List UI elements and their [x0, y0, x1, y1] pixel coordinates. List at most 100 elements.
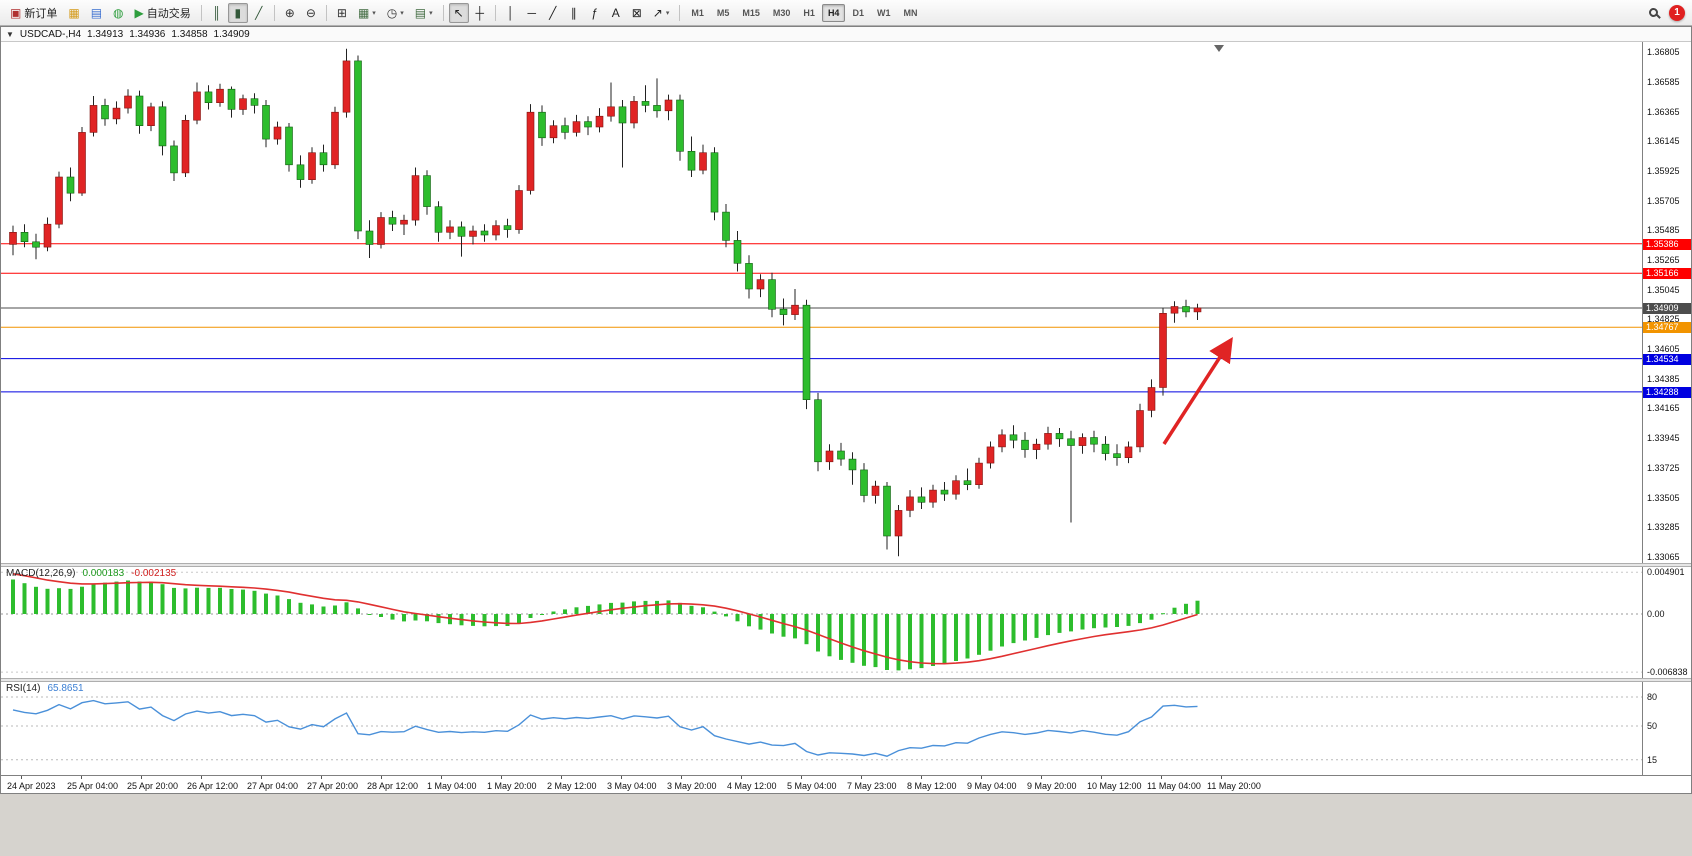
tile-windows-button[interactable]: ⊞ — [332, 3, 352, 23]
data-window-button[interactable]: ▤ — [86, 3, 107, 23]
bar-chart-icon: ║ — [212, 5, 221, 20]
ohlc-close: 1.34909 — [213, 28, 250, 40]
tile-windows-icon: ⊞ — [336, 5, 347, 20]
ohlc-low: 1.34858 — [171, 28, 208, 40]
price-axis-label: 1.33285 — [1647, 522, 1680, 532]
main-toolbar: ▣ 新订单 ▦ ▤ ◍ ▶ 自动交易 ║ ▮ ╱ ⊕ ⊖ ⊞ ▦ ▾ ◷ ▾ ▤ ▾ ↖ ┼ │ ─ ╱ ∥ ƒ A ⊠ ↗ ▾ M1 M5 M… — [0, 0, 1692, 26]
candlestick-chart-button[interactable]: ▮ — [227, 2, 248, 23]
timeframe-m1-button[interactable]: M1 — [691, 7, 704, 18]
trend-arrow — [1162, 337, 1233, 445]
macd-axis-label: 0.00 — [1647, 609, 1665, 619]
timeframe-d1-button[interactable]: D1 — [852, 7, 864, 18]
arrows-button[interactable]: ↗ ▾ — [648, 3, 675, 23]
collapse-triangle-icon[interactable]: ▼ — [6, 29, 14, 39]
crosshair-button[interactable]: ┼ — [470, 3, 490, 23]
templates-button[interactable]: ▤ ▾ — [410, 3, 438, 23]
rsi-chart[interactable] — [1, 682, 1642, 775]
navigator-icon: ◍ — [113, 5, 124, 20]
time-tick — [861, 776, 862, 779]
text-label-button[interactable]: ⊠ — [627, 3, 647, 23]
toolbar-separator — [442, 4, 444, 21]
candlestick-chart[interactable] — [1, 42, 1642, 563]
text-label-icon: ⊠ — [631, 5, 642, 20]
toolbar-separator — [494, 4, 496, 21]
macd-axis-label: -0.006838 — [1647, 667, 1688, 677]
macd-chart[interactable] — [1, 567, 1642, 678]
zoom-in-icon: ⊕ — [284, 5, 295, 20]
toolbar-separator — [325, 4, 327, 21]
price-axis-label: 1.34825 — [1647, 314, 1680, 324]
time-tick — [321, 776, 322, 779]
time-axis-label: 24 Apr 2023 — [7, 781, 56, 791]
time-tick — [981, 776, 982, 779]
time-axis-label: 28 Apr 12:00 — [367, 781, 419, 791]
periods-icon: ◷ — [386, 5, 398, 20]
navigator-button[interactable]: ◍ — [108, 3, 128, 23]
time-axis-label: 1 May 04:00 — [427, 781, 477, 791]
horizontal-line-button[interactable]: ─ — [522, 3, 542, 23]
zoom-out-button[interactable]: ⊖ — [301, 3, 321, 23]
bar-chart-button[interactable]: ║ — [207, 3, 227, 23]
new-chart-button[interactable]: ▦ ▾ — [353, 3, 381, 23]
price-axis-label: 1.33505 — [1647, 493, 1680, 503]
arrows-icon: ↗ — [652, 5, 663, 20]
rsi-axis-label: 50 — [1647, 721, 1658, 731]
market-watch-button[interactable]: ▦ — [63, 3, 84, 23]
price-axis-label: 1.34385 — [1647, 374, 1680, 384]
pane-divider[interactable] — [1, 678, 1691, 682]
price-axis-label: 1.35485 — [1647, 225, 1680, 235]
time-tick — [1221, 776, 1222, 779]
zoom-in-button[interactable]: ⊕ — [280, 3, 300, 23]
zoom-out-icon: ⊖ — [305, 5, 316, 20]
toolbar-separator — [200, 4, 202, 21]
time-axis-label: 26 Apr 12:00 — [187, 781, 239, 791]
price-tag: 1.35166 — [1643, 268, 1691, 279]
chart-ohlc: 1.34913 1.34936 1.34858 1.34909 — [87, 29, 250, 40]
line-chart-button[interactable]: ╱ — [249, 3, 269, 23]
timeframe-mn-button[interactable]: MN — [903, 7, 918, 18]
pane-divider[interactable] — [1, 563, 1691, 567]
timeframe-m30-button[interactable]: M30 — [772, 7, 791, 18]
price-tag: 1.34534 — [1643, 354, 1691, 365]
search-icon — [1648, 8, 1658, 17]
channel-button[interactable]: ∥ — [564, 3, 584, 23]
rsi-pane[interactable]: RSI(14) 65.8651 80 50 15 — [1, 682, 1691, 775]
price-axis-label: 1.33945 — [1647, 433, 1680, 443]
notification-badge[interactable]: 1 — [1669, 4, 1685, 21]
main-price-pane[interactable]: 1.36805 1.36585 1.36365 1.36145 1.35925 1.357… — [1, 42, 1691, 563]
price-axis-label: 1.36365 — [1647, 107, 1680, 117]
timeframe-m5-button[interactable]: M5 — [716, 7, 730, 18]
time-axis-label: 4 May 12:00 — [727, 781, 777, 791]
time-tick — [501, 776, 502, 779]
timeframe-m15-button[interactable]: M15 — [742, 7, 760, 18]
chart-titlebar: ▼ USDCAD-,H4 1.34913 1.34936 1.34858 1.3… — [1, 27, 1691, 42]
toolbar-separator — [679, 4, 681, 21]
time-tick — [201, 776, 202, 779]
autotrading-button[interactable]: ▶ 自动交易 — [130, 3, 196, 23]
new-order-button[interactable]: ▣ 新订单 — [5, 3, 62, 23]
rsi-header: RSI(14) 65.8651 — [6, 683, 84, 694]
timeframe-h4-button[interactable]: H4 — [821, 3, 846, 22]
market-watch-icon: ▦ — [68, 5, 80, 20]
cursor-button[interactable]: ↖ — [448, 2, 469, 23]
time-axis-label: 8 May 12:00 — [907, 781, 957, 791]
trendline-button[interactable]: ╱ — [543, 3, 563, 23]
text-button[interactable]: A — [606, 3, 626, 23]
periods-button[interactable]: ◷ ▾ — [382, 3, 409, 23]
new-order-button-label: 新订单 — [24, 7, 58, 20]
time-tick — [381, 776, 382, 779]
search-button[interactable] — [1643, 3, 1663, 23]
macd-pane[interactable]: MACD(12,26,9) 0.000183 -0.002135 0.00490… — [1, 567, 1691, 678]
vertical-line-button[interactable]: │ — [501, 3, 521, 23]
timeframe-w1-button[interactable]: W1 — [876, 7, 891, 18]
price-tag: 1.34288 — [1643, 387, 1691, 398]
fibonacci-button[interactable]: ƒ — [585, 3, 605, 23]
timeframe-h1-button[interactable]: H1 — [803, 7, 815, 18]
fibonacci-icon: ƒ — [591, 5, 599, 20]
price-axis-label: 1.35925 — [1647, 166, 1680, 176]
chevron-down-icon: ▾ — [429, 9, 433, 17]
price-axis-label: 1.35045 — [1647, 285, 1680, 295]
time-tick — [1161, 776, 1162, 779]
time-axis-label: 1 May 20:00 — [487, 781, 537, 791]
price-axis-label: 1.34165 — [1647, 403, 1680, 413]
